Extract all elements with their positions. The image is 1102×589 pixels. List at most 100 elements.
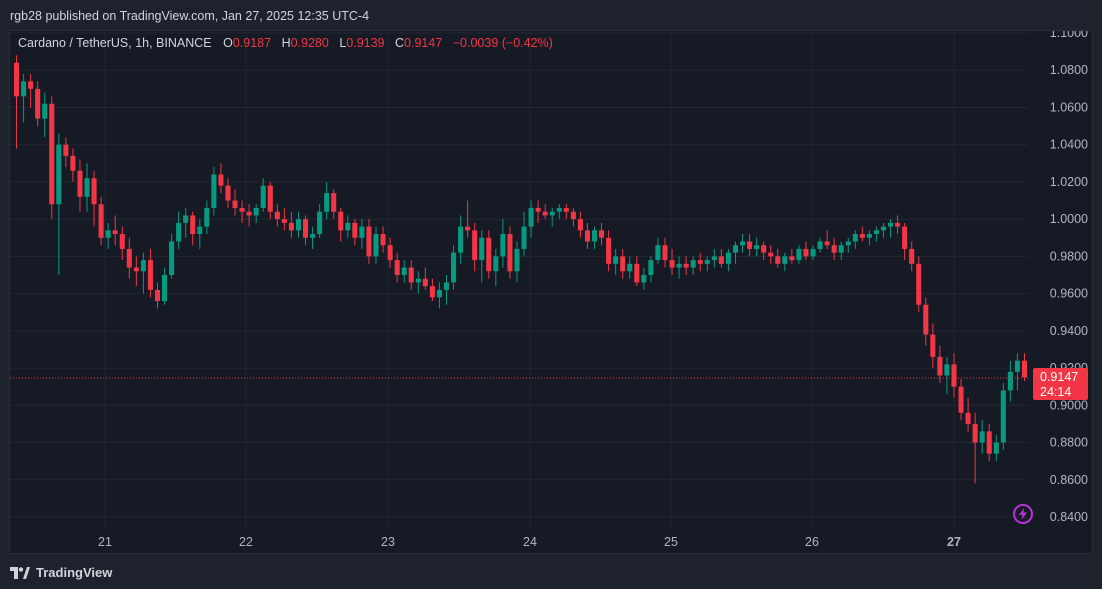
candle-body — [944, 364, 950, 376]
candle-body — [429, 286, 435, 298]
x-tick-label: 25 — [664, 535, 678, 549]
candle-body — [267, 185, 273, 212]
candle-body — [507, 234, 513, 272]
candle-body — [443, 282, 450, 290]
y-tick-label: 0.9600 — [1050, 287, 1088, 301]
candle-body — [1000, 390, 1006, 443]
candle-body — [338, 211, 344, 231]
y-tick-label: 0.8800 — [1050, 436, 1088, 450]
candle-body — [577, 219, 583, 231]
candle-body — [965, 412, 971, 424]
candle-body — [739, 241, 746, 246]
candle-body — [937, 356, 943, 376]
published-header: rgb28 published on TradingView.com, Jan … — [10, 9, 370, 23]
candle-body — [176, 222, 182, 242]
close-value: 0.9147 — [404, 36, 443, 50]
candle-body — [725, 252, 731, 264]
candle-body — [310, 234, 316, 238]
candle-body — [401, 267, 407, 275]
candle-body — [584, 230, 590, 242]
candle-body — [345, 222, 351, 231]
candle-body — [98, 204, 104, 238]
candle-body — [810, 248, 816, 257]
candle-body — [916, 263, 922, 305]
candle-body — [1014, 360, 1020, 372]
y-tick-label: 0.9800 — [1050, 249, 1088, 263]
y-tick-label: 1.0800 — [1050, 63, 1088, 77]
current-price-label: 0.9147 24:14 — [1033, 368, 1088, 400]
candle-body — [880, 226, 887, 231]
candle-body — [542, 211, 548, 216]
candle-body — [690, 260, 696, 268]
candle-body — [895, 222, 901, 227]
candle-body — [288, 222, 294, 231]
candle-body — [627, 263, 633, 272]
candle-body — [838, 245, 844, 253]
candlestick-chart[interactable]: 1.1000 1.0800 1.0600 1.0400 1.0200 1.0000 0.98… — [10, 31, 1092, 553]
candle-body — [112, 230, 118, 235]
candle-body — [183, 215, 189, 223]
symbol-label[interactable]: Cardano / TetherUS, 1h, BINANCE — [18, 36, 212, 50]
candle-body — [42, 103, 48, 119]
candle-body — [831, 245, 837, 253]
candle-body — [514, 248, 520, 272]
y-tick-label: 0.8600 — [1050, 473, 1088, 487]
y-tick-label: 1.0000 — [1050, 212, 1088, 226]
candle-body — [422, 278, 428, 287]
current-price: 0.9147 — [1040, 370, 1079, 384]
candle-body — [147, 260, 153, 290]
candle-body — [239, 207, 245, 212]
candle-body — [260, 185, 266, 208]
candle-body — [768, 252, 774, 257]
tradingview-logo[interactable]: TradingView — [10, 565, 112, 580]
candle-body — [56, 144, 62, 205]
candle-body — [852, 234, 858, 242]
open-key: O — [223, 36, 233, 50]
candle-body — [154, 289, 161, 302]
candle-body — [873, 230, 879, 235]
lightning-bolt-icon[interactable] — [1013, 504, 1033, 524]
bar-countdown: 24:14 — [1040, 385, 1072, 399]
candle-body — [21, 81, 27, 97]
candle-body — [274, 211, 280, 220]
candle-body — [211, 174, 217, 208]
candle-body — [591, 230, 598, 242]
low-value: 0.9139 — [346, 36, 385, 50]
candle-body — [28, 81, 34, 89]
candle-body — [556, 207, 562, 212]
candle-body — [697, 260, 703, 264]
candle-body — [979, 431, 985, 443]
candle-body — [352, 222, 358, 238]
candle-body — [782, 256, 788, 264]
candle-body — [63, 144, 69, 156]
candle-body — [789, 256, 795, 261]
candle-body — [458, 226, 464, 253]
candle-body — [606, 237, 612, 264]
x-tick-label: 27 — [947, 535, 961, 549]
x-tick-label: 21 — [98, 535, 112, 549]
candle-body — [190, 215, 196, 235]
candle-body — [866, 234, 872, 238]
tradingview-logo-icon — [10, 566, 30, 579]
candle-body — [436, 289, 442, 298]
candle-body — [817, 241, 823, 249]
candle-body — [162, 275, 168, 302]
candle-body — [521, 226, 527, 249]
candle-body — [909, 248, 915, 264]
candle-body — [373, 234, 379, 257]
candle-body — [317, 211, 323, 235]
candle-body — [993, 442, 999, 454]
candle-body — [570, 211, 576, 220]
candle-body — [359, 226, 365, 238]
candle-body — [197, 226, 203, 235]
low-key: L — [339, 36, 347, 50]
chart-frame[interactable]: 1.1000 1.0800 1.0600 1.0400 1.0200 1.0000 0.98… — [9, 30, 1093, 554]
high-value: 0.9280 — [290, 36, 329, 50]
candle-body — [986, 431, 992, 454]
candle-body — [845, 241, 851, 246]
candle-body — [620, 256, 626, 272]
open-value: 0.9187 — [232, 36, 272, 50]
candle-body — [91, 178, 97, 205]
candle-body — [634, 263, 640, 283]
candle-body — [479, 237, 485, 261]
